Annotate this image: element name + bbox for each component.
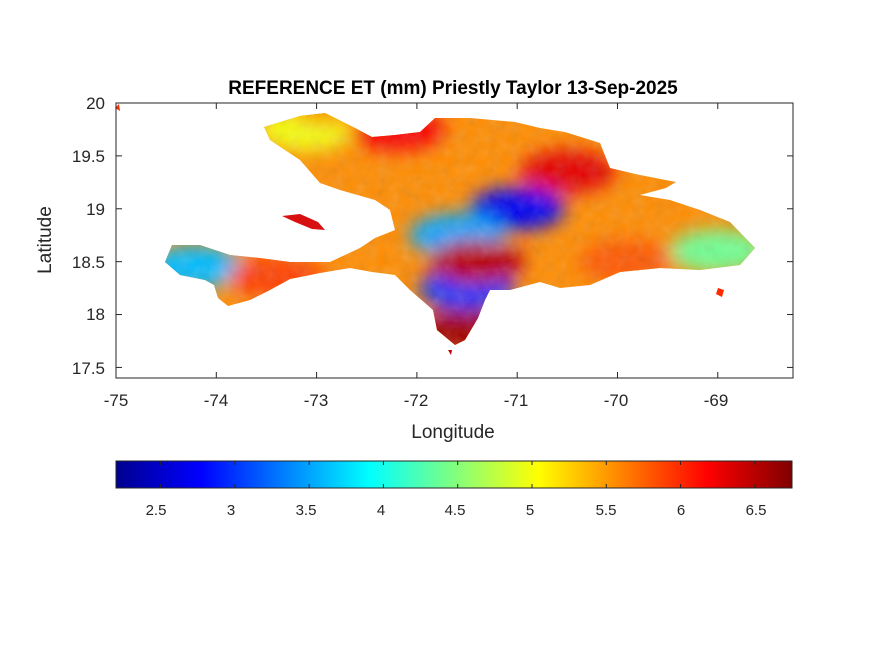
y-tick-label: 19	[86, 200, 105, 219]
colorbar-tick-label: 3.5	[296, 502, 317, 519]
tortuga-island	[115, 104, 120, 111]
x-tick-label: -71	[504, 391, 529, 410]
x-tick-labels: -75 -74 -73 -72 -71 -70 -69	[104, 391, 729, 410]
beata-island	[448, 350, 452, 355]
y-tick-label: 17.5	[72, 359, 105, 378]
colorbar-tick-label: 2.5	[146, 502, 167, 519]
y-tick-label: 18	[86, 305, 105, 324]
y-tick-label: 20	[86, 94, 105, 113]
x-tick-label: -70	[604, 391, 629, 410]
x-axis-label: Longitude	[411, 422, 494, 443]
y-tick-labels: 17.5 18 18.5 19 19.5 20	[72, 94, 105, 378]
colorbar-tick-label: 3	[227, 502, 235, 519]
colorbar-ticks	[160, 461, 756, 488]
y-tick-label: 19.5	[72, 147, 105, 166]
colorbar-tick-label: 6	[677, 502, 685, 519]
small-islands	[115, 104, 724, 355]
colorbar-tick-label: 5	[526, 502, 534, 519]
colorbar-tick-label: 6.5	[746, 502, 767, 519]
x-tick-label: -73	[304, 391, 329, 410]
axis-ticks	[115, 102, 793, 378]
y-axis-label: Latitude	[35, 206, 56, 274]
colorbar	[115, 460, 793, 489]
x-tick-label: -69	[704, 391, 729, 410]
y-tick-label: 18.5	[72, 253, 105, 272]
x-tick-label: -74	[204, 391, 229, 410]
saona-island	[716, 288, 724, 297]
colorbar-tick-label: 4.5	[445, 502, 466, 519]
x-tick-label: -72	[404, 391, 429, 410]
gonave-island	[282, 214, 325, 230]
x-tick-label: -75	[104, 391, 129, 410]
colorbar-tick-label: 5.5	[596, 502, 617, 519]
colorbar-tick-label: 4	[377, 502, 385, 519]
colorbar-tick-labels: 2.5 3 3.5 4 4.5 5 5.5 6 6.5	[146, 502, 767, 519]
chart-title: REFERENCE ET (mm) Priestly Taylor 13-Sep…	[228, 78, 678, 99]
